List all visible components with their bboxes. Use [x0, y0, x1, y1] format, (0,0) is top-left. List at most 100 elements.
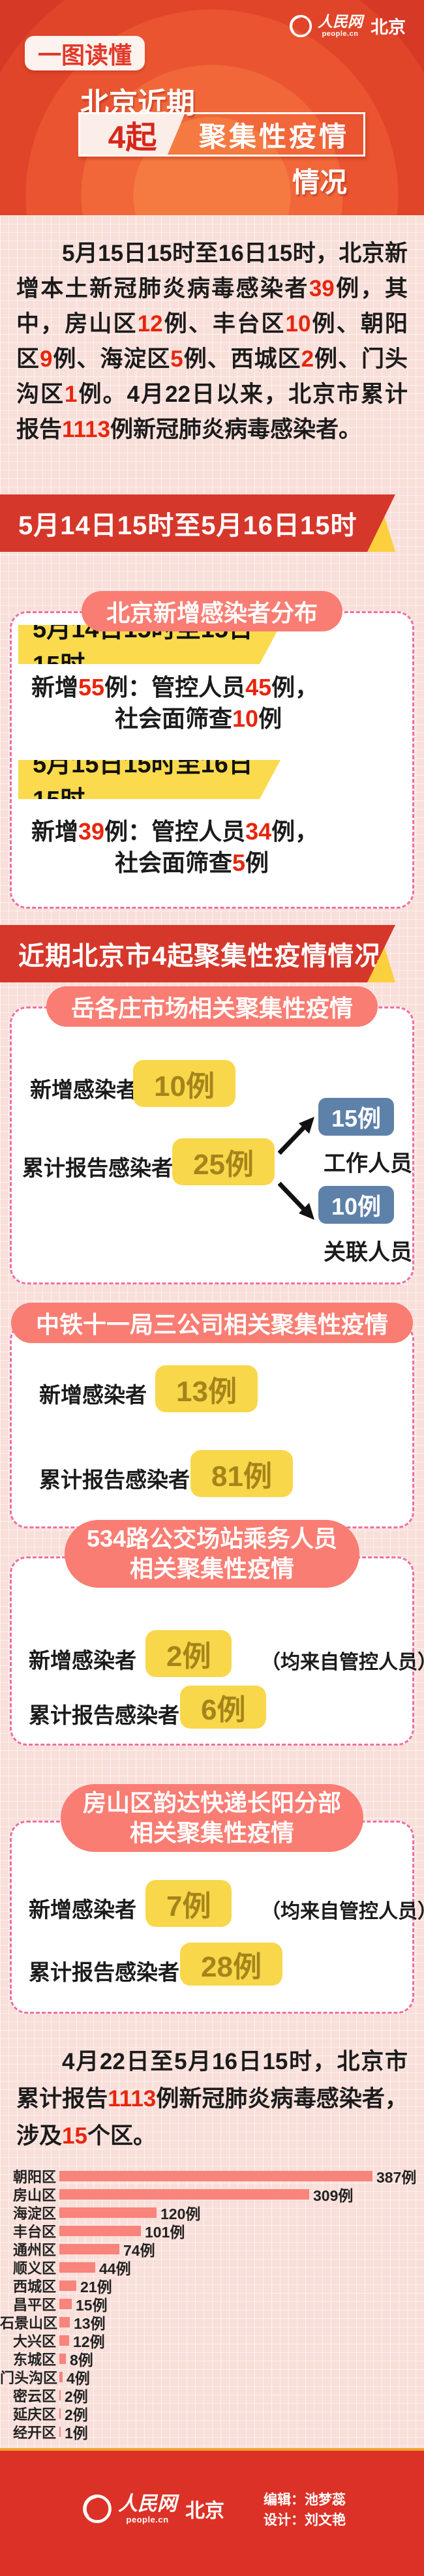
footer: 人民网 people.cn 北京 编辑：池梦蕊 设计：刘文艳	[0, 2451, 424, 2576]
total-reported-value: 6例	[180, 1686, 267, 1729]
chart-bar	[59, 2226, 141, 2236]
chart-row: 西城区 21例	[0, 2277, 424, 2296]
chart-value-label: 309例	[313, 2187, 354, 2204]
cluster-yunda-section: 房山区韵达快递长阳分部 相关聚集性疫情 新增感染者 7例 （均来自管控人员） 累…	[0, 1784, 424, 2014]
chart-district-label: 密云区	[12, 2388, 56, 2404]
chart-row: 顺义区 44例	[0, 2258, 424, 2277]
title-boxed-text: 聚集性疫情	[198, 121, 349, 152]
chart-bar	[59, 2372, 63, 2382]
title-highlight-4qi: 4起	[80, 114, 185, 155]
total-reported-label: 累计报告感染者	[29, 1703, 179, 1727]
cluster-zhongtie-section: 中铁十一局三公司相关聚集性疫情 新增感染者 13例 累计报告感染者 81例	[0, 1303, 424, 1528]
people-cn-circle-icon	[83, 2494, 112, 2523]
chart-row: 海淀区 120例	[0, 2204, 424, 2222]
cluster-title-pill: 中铁十一局三公司相关聚集性疫情	[10, 1303, 413, 1343]
total-reported-label: 累计报告感染者	[29, 1960, 179, 1984]
brand-region: 北京	[185, 2500, 224, 2522]
main-title-box: 4起 聚集性疫情	[78, 112, 365, 157]
total-reported-value: 25例	[172, 1138, 275, 1185]
chart-bar	[59, 2281, 76, 2291]
chart-value-label: 74例	[123, 2242, 155, 2259]
chart-district-label: 顺义区	[12, 2260, 56, 2277]
chart-district-label: 延庆区	[12, 2406, 56, 2423]
ribbon-text: 5月14日15时至5月16日15时	[0, 494, 395, 552]
staff-label: 工作人员	[324, 1151, 412, 1176]
chart-value-label: 8例	[70, 2352, 93, 2369]
chart-bar	[59, 2299, 72, 2309]
chart-value-label: 2例	[65, 2406, 88, 2423]
cluster-databox: 新增感染者 13例 累计报告感染者 81例	[10, 1323, 414, 1528]
cluster-databox: 新增感染者 10例 累计报告感染者 25例 15例 工作人员 10例 关联人员	[10, 1007, 414, 1284]
total-reported-value: 81例	[190, 1450, 293, 1497]
chart-row: 房山区 309例	[0, 2185, 424, 2204]
cluster-title-line1: 房山区韵达快递长阳分部	[82, 1789, 341, 1816]
chart-value-label: 120例	[160, 2205, 201, 2222]
header-banner: 人民网 people.cn 北京 一图读懂 北京近期 4起 聚集性疫情 情况	[0, 0, 424, 215]
related-label: 关联人员	[324, 1240, 412, 1265]
total-reported-label: 累计报告感染者	[39, 1468, 190, 1492]
chart-row: 石景山区 13例	[0, 2313, 424, 2332]
total-reported-label: 累计报告感染者	[22, 1156, 173, 1180]
chart-value-label: 4例	[67, 2370, 90, 2387]
distribution-databox: 5月14日15时至15日15时 新增55例：管控人员45例， 社会面筛查10例 …	[10, 611, 414, 909]
period2-line1: 新增39例：管控人员34例，	[31, 818, 319, 845]
chart-district-label: 东城区	[12, 2352, 56, 2368]
chart-bar	[59, 2408, 61, 2419]
cluster-title-line2: 相关聚集性疫情	[129, 1819, 294, 1846]
brand-domain: people.cn	[322, 29, 359, 38]
chart-value-label: 12例	[73, 2333, 105, 2350]
chart-district-label: 昌平区	[12, 2297, 56, 2313]
chart-row: 通州区 74例	[0, 2240, 424, 2259]
brand-region: 北京	[371, 18, 406, 37]
new-infections-label: 新增感染者	[30, 1078, 138, 1102]
brand-text: 人民网 people.cn	[118, 2494, 177, 2524]
chart-row: 昌平区 15例	[0, 2295, 424, 2314]
new-infections-note: （均来自管控人员）	[261, 1652, 424, 1673]
chart-value-label: 13例	[74, 2315, 106, 2332]
brand-text: 人民网 people.cn	[318, 14, 363, 38]
chart-value-label: 101例	[145, 2224, 185, 2241]
new-infections-label: 新增感染者	[29, 1898, 136, 1922]
new-infections-value: 7例	[145, 1880, 232, 1927]
credits: 编辑：池梦蕊 设计：刘文艳	[264, 2490, 346, 2530]
chart-value-label: 2例	[65, 2388, 88, 2405]
cluster-title-pill: 岳各庄市场相关聚集性疫情	[46, 986, 378, 1027]
chart-row: 门头沟区 4例	[0, 2368, 424, 2387]
new-infections-value: 13例	[155, 1365, 258, 1412]
chart-district-label: 西城区	[12, 2279, 56, 2295]
chart-row: 经开区 1例	[0, 2423, 424, 2442]
cluster-title-pill: 534路公交场站乘务人员 相关聚集性疫情	[64, 1520, 360, 1588]
cluster-title-pill: 房山区韵达快递长阳分部 相关聚集性疫情	[60, 1784, 363, 1852]
intro-paragraph: 5月15日15时至16日15时，北京新增本土新冠肺炎病毒感染者39例，其中，房山…	[16, 241, 408, 442]
new-infections-value: 2例	[145, 1630, 232, 1677]
distribution-pill-title: 北京新增感染者分布	[81, 591, 342, 631]
chart-bar	[59, 2335, 69, 2346]
related-count-box: 10例	[318, 1186, 394, 1224]
chart-district-label: 石景山区	[0, 2315, 58, 2331]
people-cn-circle-icon	[289, 14, 312, 37]
cluster-yuegezhuang-section: 岳各庄市场相关聚集性疫情 新增感染者 10例 累计报告感染者 25例 15例 工…	[0, 986, 424, 1284]
chart-row: 大兴区 12例	[0, 2331, 424, 2350]
people-cn-logo: 人民网 people.cn 北京	[82, 2494, 224, 2524]
split-arrows-icon	[278, 1117, 314, 1220]
credit-designer: 设计：刘文艳	[264, 2513, 346, 2528]
district-bar-chart: 朝阳区 387例 房山区 309例 海淀区 120例 丰台区 101例 通州区 74例 顺义区 44例…	[0, 2167, 424, 2442]
chart-bar	[59, 2244, 119, 2254]
chart-district-label: 通州区	[12, 2242, 56, 2258]
chart-district-label: 房山区	[12, 2187, 56, 2204]
chart-bar	[59, 2317, 70, 2327]
cluster-title-line1: 534路公交场站乘务人员	[86, 1525, 338, 1552]
chart-value-label: 44例	[99, 2260, 131, 2277]
date-range-ribbon: 5月14日15时至5月16日15时	[0, 494, 395, 552]
staff-count-box: 15例	[318, 1098, 394, 1136]
chart-row: 东城区 8例	[0, 2350, 424, 2369]
chart-district-label: 经开区	[12, 2425, 56, 2441]
chart-bar	[59, 2189, 309, 2200]
chart-bar	[59, 2390, 61, 2401]
period2-banner: 5月15日15时至16日15时	[18, 760, 280, 799]
chart-value-label: 21例	[80, 2279, 112, 2296]
credit-editor: 编辑：池梦蕊	[264, 2493, 346, 2508]
chart-value-label: 387例	[376, 2169, 417, 2186]
chart-district-label: 大兴区	[12, 2333, 56, 2350]
